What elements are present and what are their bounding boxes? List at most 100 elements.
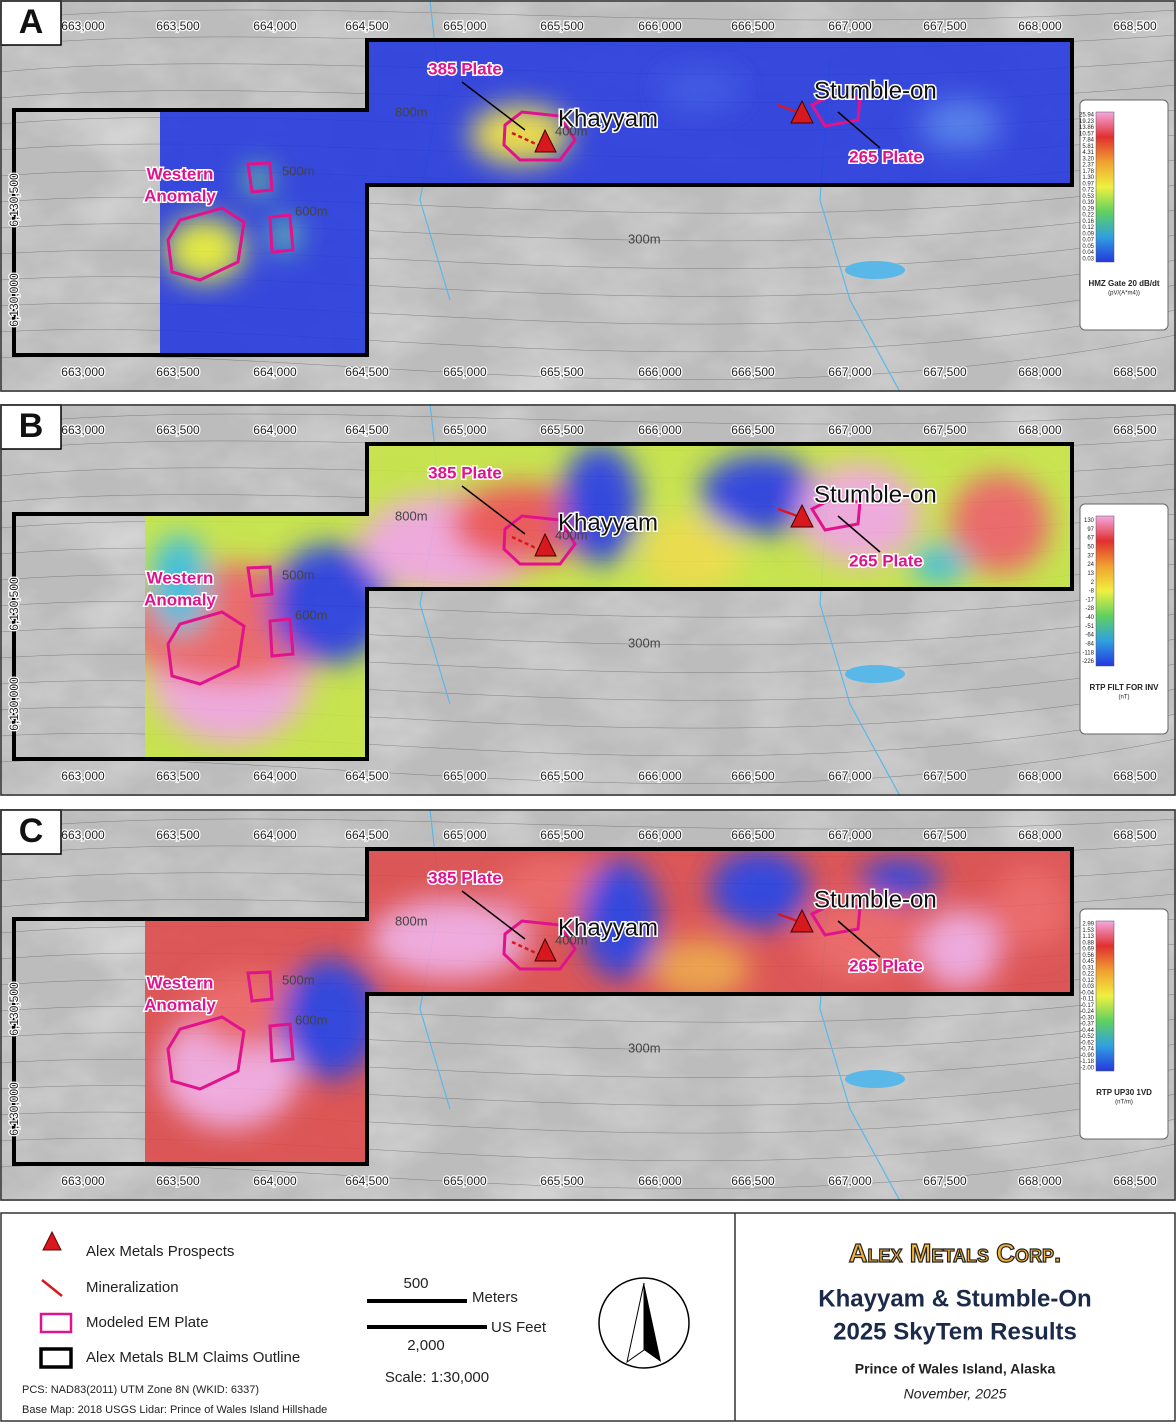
colorbar-label: 0.22 xyxy=(1082,972,1094,978)
scale-label: Meters xyxy=(472,1289,518,1306)
x-tick-label: 668,500 xyxy=(1113,19,1157,33)
x-tick-label: 663,500 xyxy=(156,423,200,437)
plate-label: 265 Plate xyxy=(849,956,923,975)
plate-label: 385 Plate xyxy=(428,868,502,887)
colorbar-label: -84 xyxy=(1085,642,1094,648)
x-tick-label: 665,500 xyxy=(540,423,584,437)
contour-label: 500m xyxy=(282,567,315,582)
plate-label: 265 Plate xyxy=(849,147,923,166)
colorbar-label: 0.22 xyxy=(1082,213,1094,219)
x-tick-label: 666,000 xyxy=(638,1174,682,1188)
legend-item: Modeled EM Plate xyxy=(86,1314,209,1331)
x-tick-label: 665,000 xyxy=(443,365,487,379)
x-tick-label: 666,500 xyxy=(731,423,775,437)
x-tick-label: 668,000 xyxy=(1018,828,1062,842)
colorbar-label: 0.39 xyxy=(1082,200,1094,206)
anomaly xyxy=(650,939,750,999)
legend-item: Alex Metals Prospects xyxy=(86,1243,234,1260)
colorbar-label: -0.17 xyxy=(1080,1003,1094,1009)
x-tick-label: 663,500 xyxy=(156,769,200,783)
anomaly xyxy=(990,869,1070,949)
lake xyxy=(845,665,905,683)
colorbar-unit: (pV/(A*m4)) xyxy=(1108,291,1140,297)
x-tick-label: 666,500 xyxy=(731,19,775,33)
colorbar-label: 97 xyxy=(1087,527,1094,533)
x-tick-label: 667,500 xyxy=(923,1174,967,1188)
colorbar xyxy=(1096,516,1114,666)
x-tick-label: 663,000 xyxy=(61,365,105,379)
lake xyxy=(845,261,905,279)
x-tick-label: 664,000 xyxy=(253,365,297,379)
x-tick-label: 664,000 xyxy=(253,769,297,783)
colorbar-label: 0.16 xyxy=(1082,219,1094,225)
colorbar-label: -0.44 xyxy=(1080,1028,1094,1034)
x-tick-label: 668,500 xyxy=(1113,365,1157,379)
colorbar-label: -0.62 xyxy=(1080,1040,1094,1046)
scale-label: 500 xyxy=(403,1275,428,1292)
x-tick-label: 664,500 xyxy=(345,769,389,783)
x-tick-label: 665,500 xyxy=(540,769,584,783)
x-tick-label: 663,000 xyxy=(61,1174,105,1188)
map-figure: Alex Metals Prospects Mineralization Mod… xyxy=(0,0,1176,1422)
x-tick-label: 667,500 xyxy=(923,423,967,437)
colorbar-label: 0.72 xyxy=(1082,188,1094,194)
x-tick-label: 667,500 xyxy=(923,769,967,783)
contour-label: 500m xyxy=(282,972,315,987)
x-tick-label: 667,000 xyxy=(828,19,872,33)
colorbar-label: 37 xyxy=(1087,553,1094,559)
x-tick-label: 665,500 xyxy=(540,828,584,842)
map-body: 385 PlateKhayyamStumble-on265 PlateWeste… xyxy=(0,809,1176,1201)
x-tick-label: 666,500 xyxy=(731,365,775,379)
colorbar-label: -0.04 xyxy=(1080,990,1094,996)
x-tick-label: 663,500 xyxy=(156,19,200,33)
x-tick-label: 664,000 xyxy=(253,1174,297,1188)
contour-label: 800m xyxy=(395,913,428,928)
colorbar-label: 130 xyxy=(1084,518,1095,524)
anomaly xyxy=(920,909,1000,989)
contour-label: 300m xyxy=(628,1040,661,1055)
x-tick-label: 666,500 xyxy=(731,769,775,783)
anomaly-label: Western xyxy=(147,973,214,992)
x-tick-label: 667,500 xyxy=(923,19,967,33)
scale-label: 2,000 xyxy=(407,1337,445,1354)
colorbar-title: HMZ Gate 20 dB/dt xyxy=(1088,279,1159,288)
x-tick-label: 664,500 xyxy=(345,19,389,33)
contour-label: 400m xyxy=(555,123,588,138)
x-tick-label: 663,500 xyxy=(156,365,200,379)
colorbar-label: -0.24 xyxy=(1080,1009,1094,1015)
title: 2025 SkyTem Results xyxy=(833,1318,1077,1345)
anomaly-label: Western xyxy=(147,568,214,587)
colorbar-label: 5.81 xyxy=(1082,144,1094,150)
colorbar-label: 1.53 xyxy=(1082,928,1094,934)
colorbar-label: 3.20 xyxy=(1082,156,1094,162)
contour-label: 300m xyxy=(628,231,661,246)
colorbar xyxy=(1096,112,1114,262)
legend-item: Alex Metals BLM Claims Outline xyxy=(86,1349,300,1366)
prospect-label: Stumble-on xyxy=(814,77,937,104)
colorbar-label: -118 xyxy=(1082,650,1094,656)
x-tick-label: 664,000 xyxy=(253,19,297,33)
plate-label: 385 Plate xyxy=(428,59,502,78)
colorbar-label: -0.90 xyxy=(1080,1053,1094,1059)
colorbar-label: -28 xyxy=(1085,606,1094,612)
contour-label: 600m xyxy=(295,1012,328,1027)
colorbar-label: 0.04 xyxy=(1082,250,1094,256)
colorbar-label: 0.45 xyxy=(1082,959,1094,965)
contour-label: 600m xyxy=(295,607,328,622)
map-panel: 385 PlateKhayyamStumble-on265 PlateWeste… xyxy=(0,0,1176,392)
y-tick-label: 6,130,000 xyxy=(7,273,21,327)
prospect-label: Stumble-on xyxy=(814,886,937,913)
panel-letter: C xyxy=(19,812,44,850)
colorbar-label: 7.84 xyxy=(1082,138,1094,144)
x-tick-label: 664,000 xyxy=(253,423,297,437)
panel-letter: A xyxy=(19,3,44,41)
colorbar-label: -1.18 xyxy=(1080,1059,1094,1065)
colorbar-label: 13 xyxy=(1087,571,1094,577)
colorbar-title: RTP UP30 1VD xyxy=(1096,1088,1152,1097)
anomaly-label: Anomaly xyxy=(144,186,216,205)
x-tick-label: 664,500 xyxy=(345,1174,389,1188)
colorbar-label: 0.12 xyxy=(1082,225,1094,231)
colorbar-label: 0.97 xyxy=(1082,181,1094,187)
